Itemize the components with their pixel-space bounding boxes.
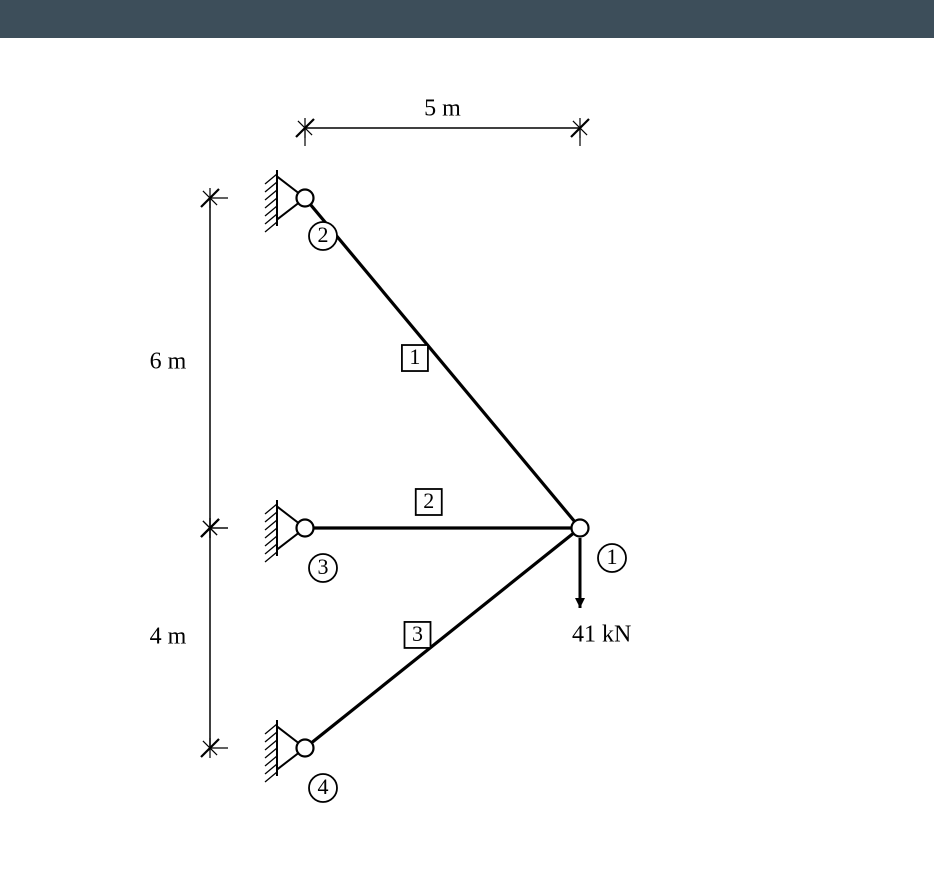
svg-text:4: 4 <box>318 774 329 799</box>
svg-text:1: 1 <box>409 344 420 369</box>
svg-text:5 m: 5 m <box>424 96 461 122</box>
header-bar <box>0 0 934 38</box>
svg-text:41 kN: 41 kN <box>572 622 631 648</box>
truss-diagram: 5 m 6 m 4 m 1 2 3 1 2 3 4 41 kN <box>0 38 934 880</box>
svg-text:6 m: 6 m <box>150 349 187 375</box>
svg-text:2: 2 <box>423 488 434 513</box>
svg-text:1: 1 <box>607 544 618 569</box>
svg-text:3: 3 <box>412 621 423 646</box>
svg-text:2: 2 <box>318 222 329 247</box>
svg-text:4 m: 4 m <box>150 624 187 650</box>
svg-text:3: 3 <box>318 554 329 579</box>
